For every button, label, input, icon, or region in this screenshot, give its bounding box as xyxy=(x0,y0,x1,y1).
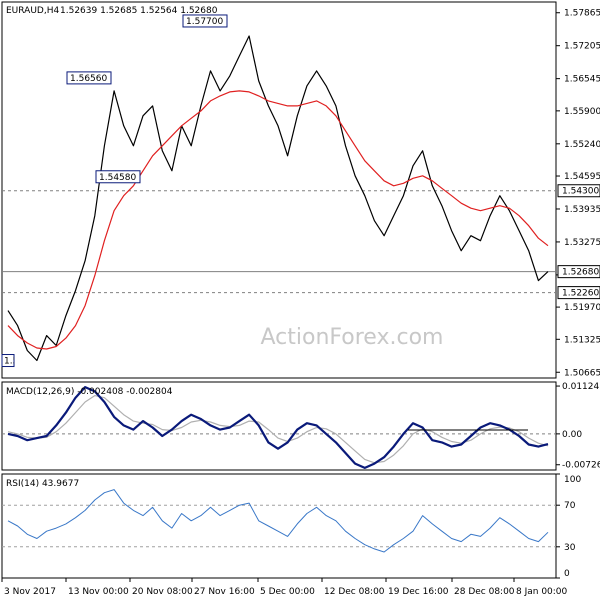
watermark: ActionForex.com xyxy=(261,325,444,350)
x-tick-label-1: 13 Nov 00:00 xyxy=(68,587,129,597)
price-box-0 xyxy=(557,184,600,198)
panel-frame-2 xyxy=(1,473,557,579)
rsi-series xyxy=(7,489,549,553)
rsi-tick-label-2: 30 xyxy=(564,543,576,553)
x-tick-label-8: 8 Jan 00:00 xyxy=(516,587,568,597)
price-tick-label-1: 1.57205 xyxy=(564,42,600,52)
price-box-1 xyxy=(557,265,600,279)
annotation-label-2: 1.54580 xyxy=(99,173,136,183)
macd-tick-label-0: 0.011247 xyxy=(562,382,600,392)
macd-signal-series xyxy=(7,395,549,464)
macd-series xyxy=(7,386,549,469)
price-tick-label-6: 1.53935 xyxy=(564,205,600,215)
x-tick-label-6: 19 Dec 16:00 xyxy=(388,587,449,597)
annotation-label-1: 1.56560 xyxy=(70,74,107,84)
macd-tick-label-1: 0.00 xyxy=(562,430,582,440)
moving-average-series xyxy=(7,90,549,350)
price-tick-label-3: 1.55900 xyxy=(564,107,600,117)
panel-frame-1 xyxy=(1,381,557,471)
price-tick-label-9: 1.51970 xyxy=(564,303,600,313)
annotation-label-0: 1.57700 xyxy=(186,17,223,27)
x-tick-label-3: 27 Nov 16:00 xyxy=(194,587,255,597)
x-tick-label-0: 3 Nov 2017 xyxy=(4,587,56,597)
price-tick-label-0: 1.57865 xyxy=(564,9,600,19)
x-tick-label-5: 12 Dec 08:00 xyxy=(324,587,385,597)
panel-frame-0 xyxy=(1,1,557,379)
rsi-tick-label-1: 70 xyxy=(564,501,576,511)
x-tick-label-4: 5 Dec 00:00 xyxy=(260,587,315,597)
price-tick-label-5: 1.54595 xyxy=(564,172,600,182)
price-series xyxy=(7,35,549,362)
macd-tick-label-2: -0.007263 xyxy=(562,461,600,471)
price-tick-label-7: 1.53275 xyxy=(564,238,600,248)
header-symbol: EURAUD,H4 xyxy=(6,6,59,16)
header-ohlc: 1.52639 1.52685 1.52564 1.52680 xyxy=(60,6,218,16)
annotation-box-2 xyxy=(95,170,141,184)
annotation-box-0 xyxy=(182,14,228,28)
x-tick-label-7: 28 Dec 08:00 xyxy=(454,587,515,597)
price-box-2 xyxy=(557,286,600,300)
x-tick-label-2: 20 Nov 08:00 xyxy=(132,587,193,597)
annotation-box-3 xyxy=(1,354,15,368)
price-box-label-0: 1.54300 xyxy=(562,187,599,197)
annotation-label-3: 1.50900 xyxy=(4,357,41,367)
macd-label: MACD(12,26,9) -0.002408 -0.002804 xyxy=(6,387,173,397)
price-tick-label-11: 1.50665 xyxy=(564,368,600,378)
rsi-tick-label-0: 100 xyxy=(564,475,581,485)
rsi-label: RSI(14) 43.9677 xyxy=(6,479,79,489)
price-box-label-2: 1.52260 xyxy=(562,289,599,299)
price-box-label-1: 1.52680 xyxy=(562,268,599,278)
rsi-tick-label-3: 0 xyxy=(564,569,570,579)
price-tick-label-2: 1.56545 xyxy=(564,75,600,85)
price-tick-label-4: 1.55240 xyxy=(564,140,600,150)
annotation-box-1 xyxy=(66,71,112,85)
price-tick-label-10: 1.51325 xyxy=(564,335,600,345)
